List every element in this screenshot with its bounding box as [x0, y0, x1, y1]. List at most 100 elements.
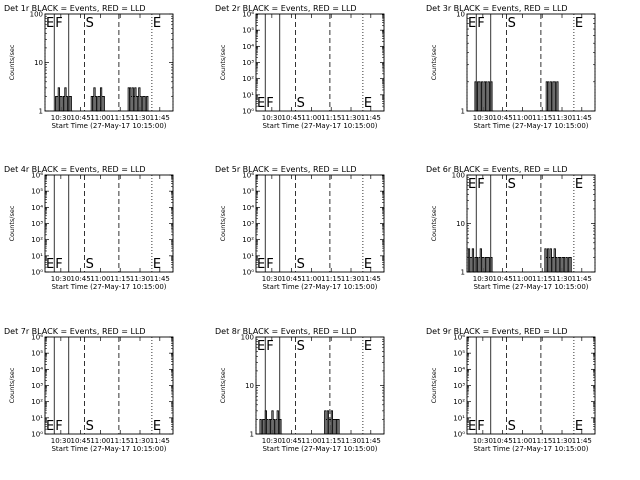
y-tick-label-2: 10²: [242, 75, 254, 83]
y-tick-label-9: 10³: [453, 382, 465, 390]
marker-label-8: F: [266, 339, 273, 354]
marker-label-1: S: [86, 16, 94, 31]
marker-label-1: E: [46, 16, 54, 31]
x-tick-label-1: 11:45: [150, 114, 170, 122]
x-tick-label-6: 11:15: [532, 275, 552, 283]
x-tick-label-1: 10:45: [71, 114, 91, 122]
y-tick-label-7: 10⁶: [31, 334, 43, 342]
y-tick-label-9: 10⁵: [453, 350, 465, 358]
marker-label-5: F: [266, 257, 273, 272]
x-tick-label-7: 11:00: [90, 437, 110, 445]
x-tick-label-3: 11:45: [572, 114, 592, 122]
marker-label-7: F: [55, 419, 62, 434]
x-axis-label-7: Start Time (27-May-17 10:15:00): [51, 445, 166, 453]
x-axis-label-8: Start Time (27-May-17 10:15:00): [262, 445, 377, 453]
x-axis-label-5: Start Time (27-May-17 10:15:00): [262, 283, 377, 291]
y-tick-label-4: 10¹: [31, 252, 43, 260]
y-tick-label-4: 10⁰: [31, 269, 43, 277]
marker-label-9: E: [468, 419, 476, 434]
x-tick-label-5: 11:15: [321, 275, 341, 283]
x-tick-label-5: 11:45: [361, 275, 381, 283]
x-tick-label-4: 10:45: [71, 275, 91, 283]
y-axis-label-6: Counts/sec: [430, 205, 438, 241]
x-tick-label-8: 10:30: [262, 437, 282, 445]
x-tick-label-6: 11:45: [572, 275, 592, 283]
x-tick-label-4: 11:30: [130, 275, 150, 283]
y-tick-label-1: 1: [39, 108, 43, 116]
marker-label-6: E: [468, 177, 476, 192]
x-tick-label-5: 11:00: [301, 275, 321, 283]
y-tick-label-2: 10⁵: [242, 27, 254, 35]
panel-title-4: Det 4r BLACK = Events, RED = LLD: [4, 165, 146, 174]
x-axis-label-3: Start Time (27-May-17 10:15:00): [473, 122, 588, 130]
x-tick-label-1: 11:15: [110, 114, 130, 122]
y-tick-label-3: 1: [461, 108, 465, 116]
series-events-1: [90, 87, 105, 112]
marker-label-5: E: [257, 257, 265, 272]
marker-label-6: F: [477, 177, 484, 192]
panel-det-8: Det 8r BLACK = Events, RED = LLD Counts/s…: [215, 327, 385, 453]
y-axis-label-5: Counts/sec: [219, 205, 227, 241]
series-events-1: [127, 87, 150, 112]
y-tick-label-4: 10⁵: [31, 188, 43, 196]
y-tick-label-8: 100: [241, 334, 254, 342]
series-events-3: [474, 81, 494, 112]
y-axis-label-8: Counts/sec: [219, 367, 227, 403]
marker-label-3: F: [477, 16, 484, 31]
marker-label-2: E: [257, 96, 265, 111]
y-tick-label-6: 10: [456, 220, 465, 228]
x-tick-label-1: 11:00: [90, 114, 110, 122]
marker-label-9: F: [477, 419, 484, 434]
marker-label-4: S: [86, 257, 94, 272]
y-tick-label-5: 10⁴: [242, 204, 254, 212]
panel-title-6: Det 6r BLACK = Events, RED = LLD: [426, 165, 568, 174]
x-tick-label-7: 10:45: [71, 437, 91, 445]
x-tick-label-5: 11:30: [341, 275, 361, 283]
panel-title-8: Det 8r BLACK = Events, RED = LLD: [215, 327, 357, 336]
y-tick-label-5: 10⁰: [242, 269, 254, 277]
panel-det-6: Det 6r BLACK = Events, RED = LLD Counts/s…: [426, 165, 596, 291]
y-tick-label-2: 10³: [242, 59, 254, 67]
y-tick-label-4: 10⁴: [31, 204, 43, 212]
marker-label-4: E: [153, 257, 161, 272]
marker-label-9: S: [508, 419, 516, 434]
y-tick-label-7: 10²: [31, 398, 43, 406]
marker-label-7: E: [153, 419, 161, 434]
x-tick-label-4: 11:15: [110, 275, 130, 283]
x-tick-label-8: 11:45: [361, 437, 381, 445]
x-tick-label-4: 11:45: [150, 275, 170, 283]
y-tick-label-7: 10⁵: [31, 350, 43, 358]
marker-label-1: F: [55, 16, 62, 31]
x-tick-label-7: 11:45: [150, 437, 170, 445]
y-axis-label-7: Counts/sec: [8, 367, 16, 403]
x-tick-label-1: 10:30: [51, 114, 71, 122]
panel-title-5: Det 5r BLACK = Events, RED = LLD: [215, 165, 357, 174]
series-events-1: [55, 87, 73, 112]
x-tick-label-9: 11:45: [572, 437, 592, 445]
x-tick-label-3: 10:30: [473, 114, 493, 122]
plot-frame-9: [466, 336, 596, 435]
x-tick-label-6: 11:00: [512, 275, 532, 283]
marker-label-6: E: [575, 177, 583, 192]
marker-label-1: E: [153, 16, 161, 31]
x-tick-label-6: 10:30: [473, 275, 493, 283]
marker-label-2: E: [364, 96, 372, 111]
series-events-6: [467, 248, 494, 273]
marker-label-4: F: [55, 257, 62, 272]
y-tick-label-2: 10⁶: [242, 11, 254, 19]
plot-frame-8: [255, 336, 385, 435]
x-tick-label-9: 11:15: [532, 437, 552, 445]
marker-label-8: E: [364, 339, 372, 354]
plot-frame-1: [44, 13, 174, 112]
y-tick-label-6: 100: [452, 172, 465, 180]
series-events-8: [324, 410, 340, 434]
x-tick-label-3: 11:00: [512, 114, 532, 122]
panel-title-9: Det 9r BLACK = Events, RED = LLD: [426, 327, 568, 336]
panel-det-7: Det 7r BLACK = Events, RED = LLD Counts/s…: [4, 327, 174, 453]
marker-label-7: E: [46, 419, 54, 434]
x-tick-label-9: 11:30: [552, 437, 572, 445]
x-tick-label-1: 11:30: [130, 114, 150, 122]
y-tick-label-5: 10²: [242, 236, 254, 244]
x-tick-label-7: 10:30: [51, 437, 71, 445]
